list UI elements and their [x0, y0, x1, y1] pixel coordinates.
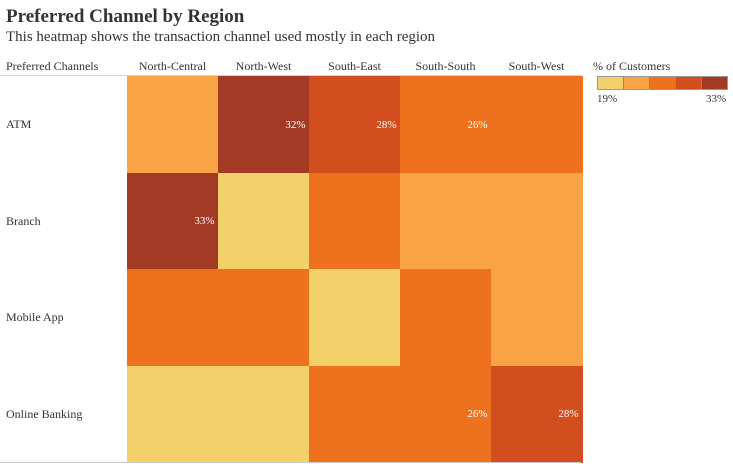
heatmap-cell — [491, 269, 583, 366]
row-label: Online Banking — [6, 406, 83, 421]
heatmap-cell: 28% — [309, 76, 401, 173]
row-label: Branch — [6, 213, 41, 228]
heatmap-cell: 26% — [400, 76, 492, 173]
heatmap-cell — [491, 172, 583, 270]
legend-title: % of Customers — [593, 59, 671, 73]
legend-min-label: 19% — [597, 93, 618, 105]
legend-swatch — [624, 77, 650, 89]
heatmap-cell — [218, 269, 310, 366]
column-header: North-Central — [138, 59, 207, 73]
heatmap-cell: 33% — [127, 172, 219, 270]
cell-value-label: 28% — [558, 408, 579, 420]
column-header: South-West — [508, 59, 565, 73]
heatmap-cell — [400, 269, 492, 366]
heatmap-cell: 26% — [400, 365, 492, 463]
row-header-label: Preferred Channels — [6, 59, 99, 73]
legend-swatch — [702, 77, 727, 89]
heatmap-cell: 32% — [218, 76, 310, 173]
column-header: South-East — [328, 59, 381, 73]
chart-subtitle: This heatmap shows the transaction chann… — [6, 29, 436, 45]
header-divider — [0, 75, 581, 76]
legend-max-label: 33% — [706, 93, 727, 105]
heatmap-cell: 28% — [491, 365, 583, 463]
legend-color-bar — [597, 76, 728, 90]
heatmap-cell — [309, 269, 401, 366]
legend-swatch — [650, 77, 676, 89]
chart-title: Preferred Channel by Region — [6, 6, 245, 27]
heatmap-cell — [309, 365, 401, 463]
legend-swatch — [598, 77, 624, 89]
cell-value-label: 32% — [285, 118, 306, 131]
column-header: North-West — [235, 59, 292, 73]
row-label: ATM — [6, 117, 32, 132]
heatmap-cell — [309, 172, 401, 270]
heatmap-cell — [218, 172, 310, 270]
cell-value-label: 26% — [467, 118, 488, 131]
cell-value-label: 26% — [467, 408, 488, 420]
column-header: South-South — [415, 59, 476, 73]
heatmap-cell — [127, 269, 219, 366]
heatmap-cell — [400, 172, 492, 270]
heatmap-cell — [127, 76, 219, 173]
row-label: Mobile App — [6, 310, 64, 325]
heatmap-cell — [491, 76, 583, 173]
cell-value-label: 33% — [194, 215, 215, 227]
heatmap-cell — [218, 365, 310, 463]
heatmap-cell — [127, 365, 219, 463]
legend-swatch — [676, 77, 702, 89]
cell-value-label: 28% — [376, 118, 397, 131]
bottom-divider — [0, 462, 581, 463]
